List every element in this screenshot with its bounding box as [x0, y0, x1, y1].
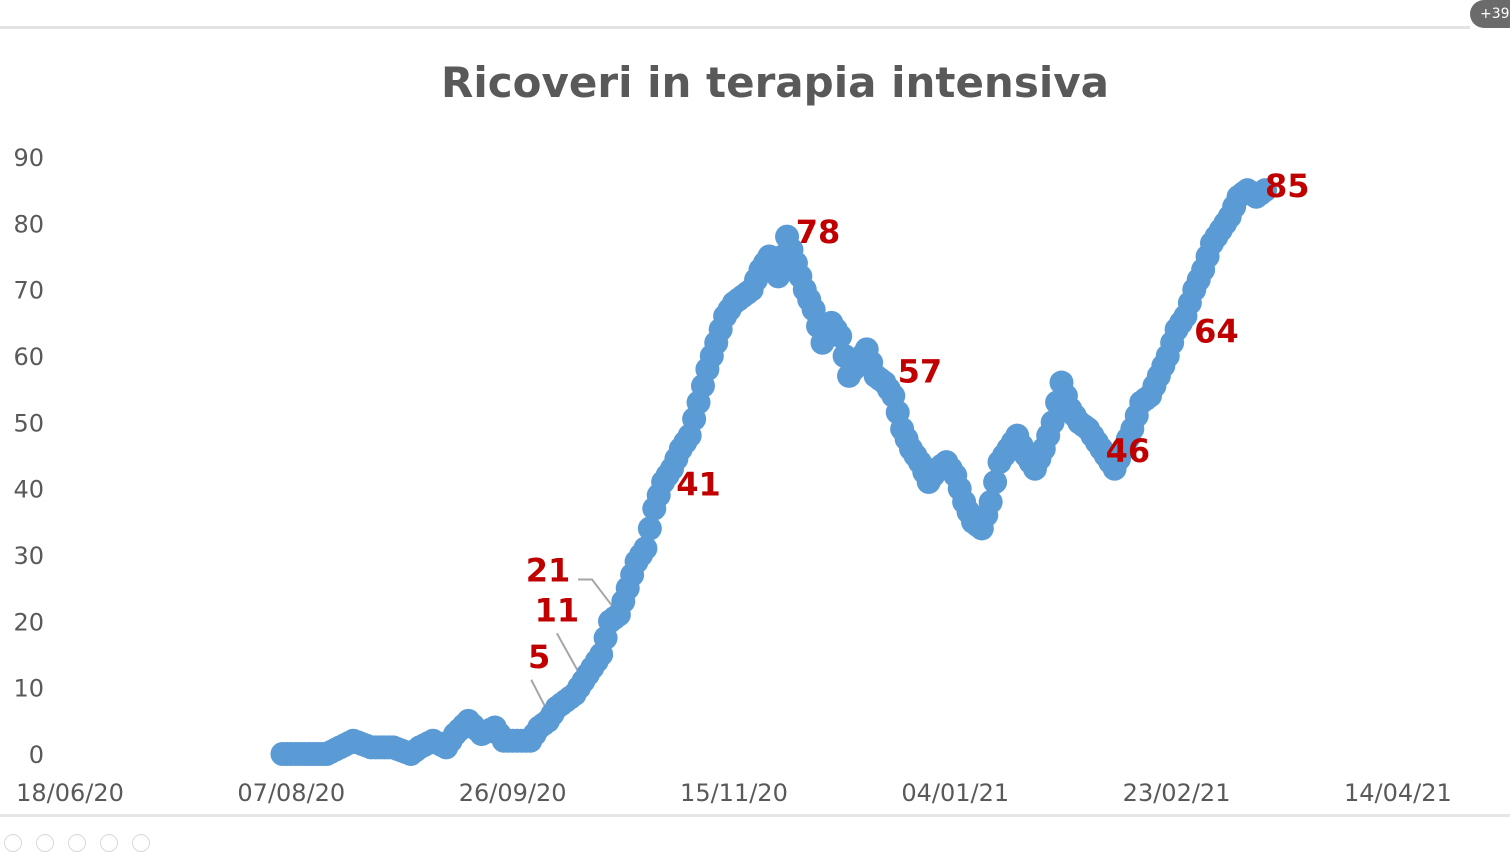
data-label: 11 — [535, 591, 580, 629]
x-tick-label: 18/06/20 — [16, 779, 124, 807]
data-point — [633, 536, 658, 561]
data-point — [978, 489, 1003, 514]
x-tick-label: 23/02/21 — [1123, 779, 1231, 807]
y-tick-label: 80 — [13, 210, 44, 238]
data-point — [1040, 410, 1065, 435]
chart-title: Ricoveri in terapia intensiva — [441, 58, 1109, 107]
y-tick-label: 10 — [13, 675, 44, 703]
top-divider — [0, 26, 1470, 29]
participant-count-badge[interactable]: +39 — [1470, 0, 1510, 28]
data-point — [637, 516, 662, 541]
x-axis-ticks: 18/06/20 07/08/20 26/09/20 15/11/20 04/01/21… — [16, 779, 1452, 807]
data-point — [766, 264, 791, 289]
x-tick-label: 14/04/21 — [1344, 779, 1452, 807]
toolbar-icon[interactable] — [68, 834, 86, 852]
slide-toolbar — [0, 834, 204, 852]
x-tick-label: 04/01/21 — [901, 779, 1009, 807]
data-label: 41 — [676, 465, 721, 503]
y-tick-label: 90 — [13, 144, 44, 172]
toolbar-icon[interactable] — [100, 834, 118, 852]
x-tick-label: 07/08/20 — [237, 779, 345, 807]
y-tick-label: 50 — [13, 409, 44, 437]
data-label: 78 — [796, 213, 841, 251]
bottom-divider — [0, 814, 1510, 817]
y-tick-label: 60 — [13, 343, 44, 371]
toolbar-icon[interactable] — [36, 834, 54, 852]
data-point — [1253, 178, 1278, 203]
leader-line — [578, 578, 620, 616]
data-label: 21 — [526, 552, 571, 590]
x-tick-label: 26/09/20 — [459, 779, 567, 807]
data-points — [270, 178, 1278, 766]
data-label: 57 — [898, 353, 943, 391]
data-label: 64 — [1194, 313, 1239, 351]
toolbar-icon[interactable] — [4, 834, 22, 852]
y-tick-label: 0 — [29, 741, 44, 769]
y-tick-label: 40 — [13, 476, 44, 504]
data-label: 85 — [1265, 167, 1310, 205]
y-tick-label: 70 — [13, 277, 44, 305]
y-tick-label: 20 — [13, 608, 44, 636]
y-tick-label: 30 — [13, 542, 44, 570]
x-tick-label: 15/11/20 — [680, 779, 788, 807]
data-point — [828, 324, 853, 349]
y-axis-ticks: 0 10 20 30 40 50 60 70 80 90 — [13, 144, 44, 769]
data-point — [983, 470, 1008, 495]
data-label: 5 — [528, 638, 550, 676]
toolbar-icon[interactable] — [132, 834, 150, 852]
data-label: 46 — [1106, 432, 1151, 470]
